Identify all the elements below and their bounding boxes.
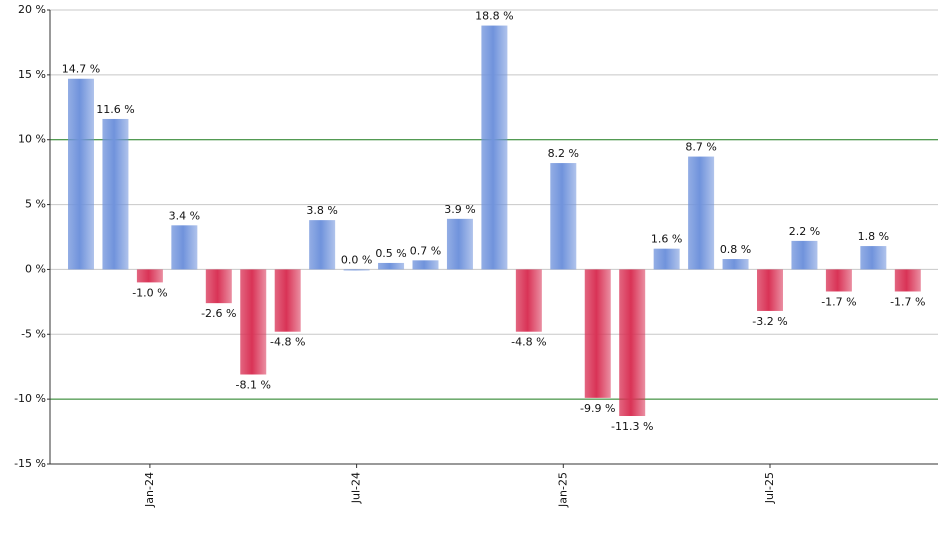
- value-label: 8.2 %: [548, 147, 579, 160]
- bar: [722, 259, 749, 270]
- x-tick-label: Jul-24: [350, 472, 363, 504]
- value-label: -8.1 %: [236, 378, 271, 391]
- bar: [791, 240, 818, 270]
- y-tick-label: 15 %: [18, 68, 46, 81]
- value-label: -1.0 %: [132, 286, 167, 299]
- x-tick-label: Jan-24: [143, 472, 156, 508]
- bar: [68, 78, 94, 270]
- bar: [102, 118, 129, 270]
- bar: [343, 269, 370, 271]
- bar: [653, 248, 680, 270]
- value-label: -3.2 %: [752, 315, 787, 328]
- bar: [446, 218, 473, 270]
- y-tick-label: 5 %: [25, 198, 46, 211]
- value-label: 1.8 %: [858, 230, 889, 243]
- value-label: 1.6 %: [651, 233, 682, 246]
- y-tick-label: 20 %: [18, 3, 46, 16]
- value-label: -11.3 %: [611, 420, 653, 433]
- value-label: 3.4 %: [169, 209, 200, 222]
- value-label: 3.9 %: [444, 203, 475, 216]
- bar: [309, 220, 336, 270]
- value-label: -4.8 %: [511, 336, 546, 349]
- bar: [481, 25, 508, 270]
- bar: [825, 269, 852, 292]
- bar: [515, 269, 542, 332]
- bar: [860, 246, 887, 270]
- value-label: 18.8 %: [475, 10, 513, 23]
- bar: [619, 269, 646, 417]
- value-label: 3.8 %: [306, 204, 337, 217]
- y-tick-label: -10 %: [14, 392, 46, 405]
- value-label: -1.7 %: [890, 295, 925, 308]
- bar: [171, 225, 198, 270]
- y-tick-label: 0 %: [25, 262, 46, 275]
- value-label: 0.7 %: [410, 244, 441, 257]
- x-tick-label: Jul-25: [763, 472, 776, 504]
- bar: [378, 262, 405, 270]
- value-label: 8.7 %: [685, 141, 716, 154]
- bar: [412, 260, 439, 270]
- value-label: -1.7 %: [821, 295, 856, 308]
- value-label: 0.0 %: [341, 253, 372, 266]
- value-label: -9.9 %: [580, 402, 615, 415]
- value-label: -2.6 %: [201, 307, 236, 320]
- x-tick-label: Jan-25: [556, 472, 569, 508]
- bar: [584, 269, 611, 398]
- value-label: 14.7 %: [62, 63, 100, 76]
- bar: [240, 269, 267, 375]
- bar: [274, 269, 301, 332]
- bar: [136, 269, 163, 283]
- bar: [757, 269, 783, 311]
- y-tick-label: 10 %: [18, 133, 46, 146]
- value-label: 11.6 %: [96, 103, 134, 116]
- value-label: 0.5 %: [375, 247, 406, 260]
- bar: [205, 269, 232, 304]
- bar: [688, 156, 715, 270]
- bar: [550, 163, 577, 270]
- bar: [894, 269, 921, 292]
- value-label: 0.8 %: [720, 243, 751, 256]
- y-tick-label: -5 %: [21, 327, 46, 340]
- value-label: -4.8 %: [270, 336, 305, 349]
- value-label: 2.2 %: [789, 225, 820, 238]
- y-tick-label: -15 %: [14, 457, 46, 470]
